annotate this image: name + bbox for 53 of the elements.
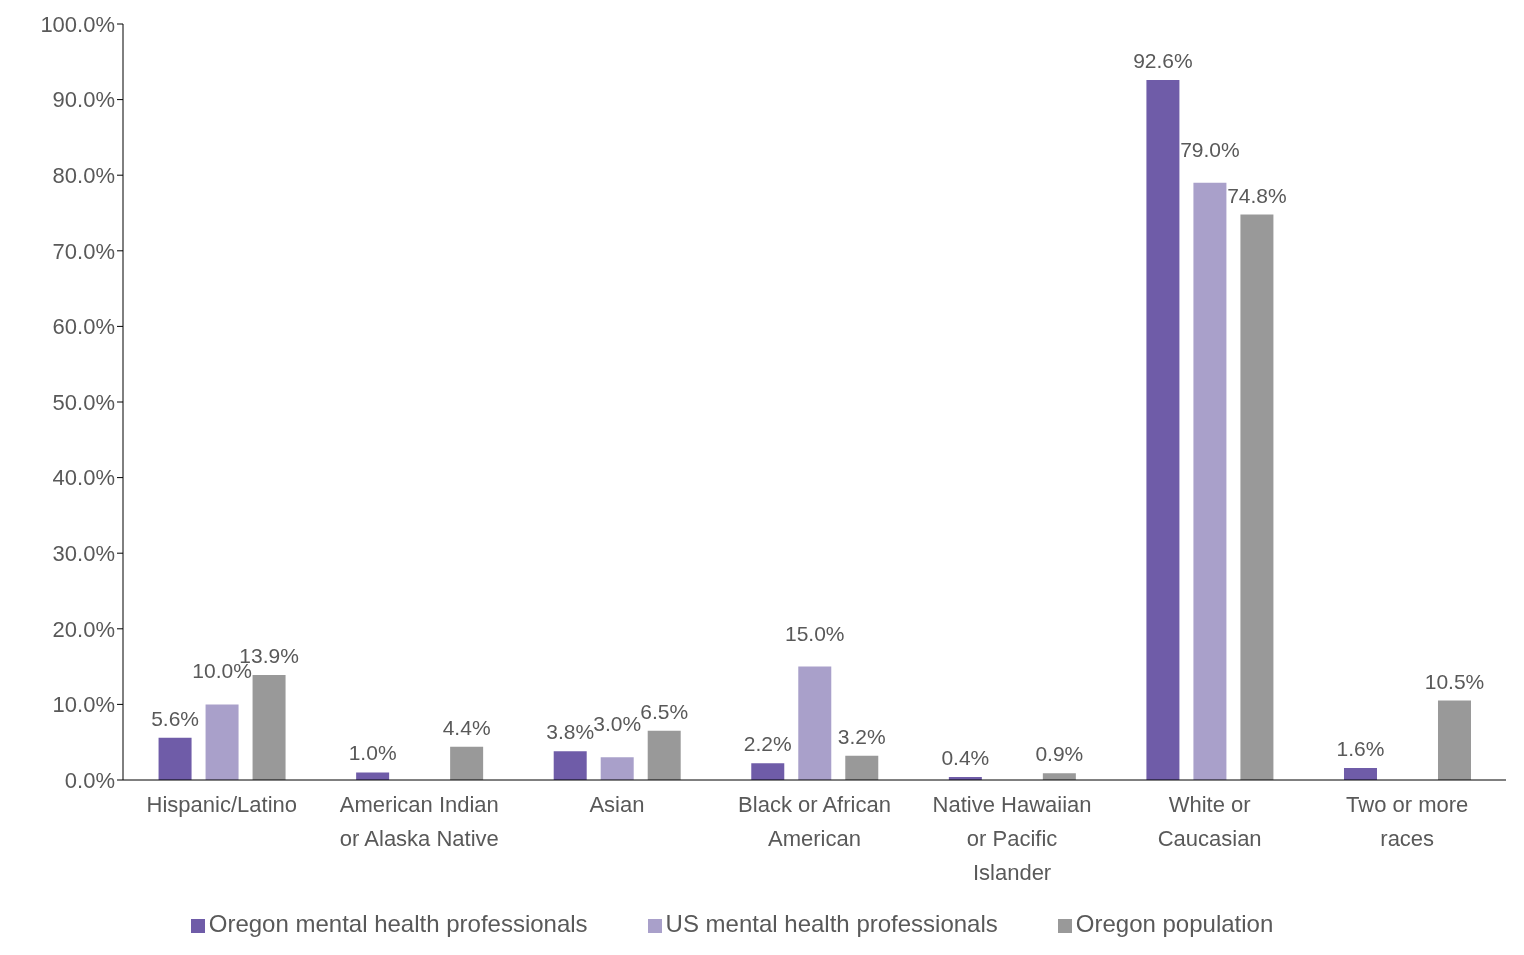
bar <box>450 746 484 780</box>
bar <box>1193 182 1227 780</box>
y-tick-label: 40.0% <box>52 465 115 491</box>
y-tick-label: 30.0% <box>52 541 115 567</box>
data-label: 3.8% <box>546 720 595 744</box>
x-tick-label: White or Caucasian <box>1157 792 1262 851</box>
data-label: 79.0% <box>1180 137 1240 161</box>
y-tick-label: 50.0% <box>52 389 115 415</box>
x-tick-label: Black or African American <box>738 792 891 851</box>
bar <box>1343 767 1377 780</box>
y-tick-label: 70.0% <box>52 238 115 264</box>
legend-label: Oregon population <box>1075 910 1274 937</box>
bar <box>1240 214 1274 780</box>
data-label: 4.4% <box>442 715 491 739</box>
data-label: 6.5% <box>640 699 689 723</box>
data-label: 92.6% <box>1133 48 1193 72</box>
data-label: 0.4% <box>941 745 990 769</box>
y-tick-label: 60.0% <box>52 314 115 340</box>
legend-label: US mental health professionals <box>665 910 998 937</box>
y-tick-label: 90.0% <box>52 87 115 113</box>
data-label: 74.8% <box>1227 183 1287 207</box>
legend-label: Oregon mental health professionals <box>208 910 588 937</box>
data-label: 15.0% <box>785 621 845 645</box>
data-label: 1.6% <box>1336 736 1385 760</box>
bar <box>1146 79 1180 780</box>
x-tick-label: Hispanic/Latino <box>146 792 297 817</box>
data-label: 3.2% <box>837 724 886 748</box>
bar <box>205 704 239 780</box>
y-tick-label: 0.0% <box>64 767 115 793</box>
bar <box>252 674 286 780</box>
bar <box>751 763 785 780</box>
bar <box>356 772 390 780</box>
y-tick-label: 80.0% <box>52 163 115 189</box>
y-tick-label: 20.0% <box>52 616 115 642</box>
bar <box>647 730 681 780</box>
data-label: 0.9% <box>1035 742 1084 766</box>
data-label: 3.0% <box>593 712 642 736</box>
y-tick-label: 100.0% <box>40 11 115 37</box>
data-label: 1.0% <box>348 741 397 765</box>
data-label: 2.2% <box>743 732 792 756</box>
x-tick-label: Native Hawaiian or Pacific Islander <box>932 792 1092 885</box>
bar <box>553 751 587 780</box>
data-label: 10.5% <box>1424 669 1485 693</box>
bar <box>600 757 634 780</box>
x-tick-label: Asian <box>589 792 645 817</box>
x-tick-label: Two or more races <box>1346 792 1469 851</box>
y-tick-label: 10.0% <box>52 692 115 718</box>
bar <box>1437 700 1471 780</box>
bar <box>798 666 832 780</box>
data-label: 5.6% <box>151 706 199 730</box>
bar <box>158 737 192 780</box>
x-tick-label: American Indian or Alaska Native <box>339 792 499 851</box>
bar <box>845 755 879 780</box>
